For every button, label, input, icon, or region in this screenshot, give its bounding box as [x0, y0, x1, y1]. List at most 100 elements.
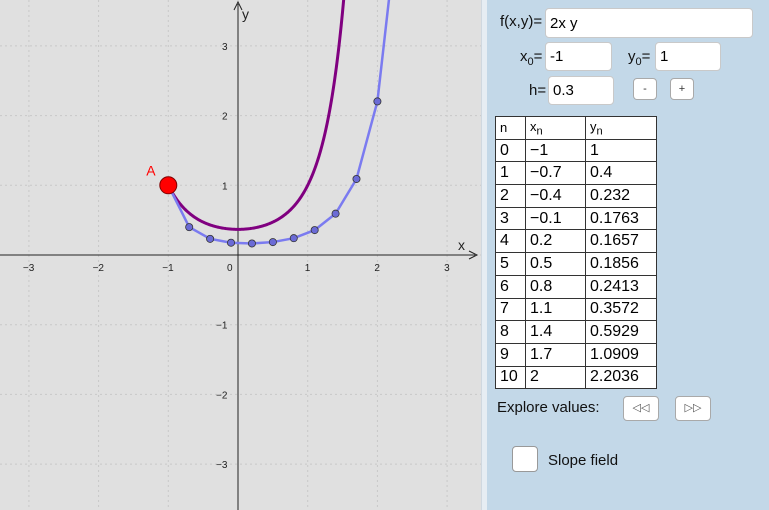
euler-point — [310, 226, 319, 235]
y-tick-label: −2 — [216, 390, 228, 401]
y-tick-label: −3 — [216, 460, 228, 471]
cell-n: 9 — [495, 342, 526, 367]
cell-x: −0.1 — [525, 206, 586, 231]
h-label: h= — [529, 82, 547, 99]
x-axis-label: x — [458, 237, 465, 253]
f-input[interactable] — [545, 8, 753, 38]
table-row: 3 −0.1 0.1763 — [495, 206, 657, 231]
cell-x: 1.7 — [525, 342, 586, 367]
euler-point — [227, 238, 236, 247]
rewind-icon: ◁◁ — [632, 402, 650, 414]
y-tick-label: −1 — [216, 321, 228, 332]
cell-n: 0 — [495, 138, 526, 163]
forward-button[interactable]: ▷▷ — [675, 396, 711, 421]
cell-x: 1.1 — [525, 297, 586, 322]
graph-view[interactable]: −3 −2 −1 0 1 2 3 1 2 3 −1 −2 −3 x y A — [0, 0, 481, 510]
euler-point — [206, 234, 215, 243]
euler-point — [289, 234, 298, 243]
h-input[interactable] — [548, 76, 614, 105]
table-header-row: n xn yn — [495, 116, 657, 140]
cell-y: 0.1856 — [585, 252, 657, 276]
initial-point-a[interactable] — [159, 176, 178, 195]
x-tick-label: −1 — [162, 263, 174, 274]
slope-field-checkbox[interactable] — [512, 446, 538, 472]
cell-n: 7 — [495, 297, 526, 322]
cell-x: 2 — [525, 365, 586, 390]
cell-x: 0.2 — [525, 229, 586, 254]
cell-x: 0.8 — [525, 274, 586, 299]
panel-divider[interactable] — [481, 0, 488, 510]
x0-input[interactable] — [545, 42, 612, 71]
cell-y: 2.2036 — [585, 365, 657, 390]
x-tick-label: −2 — [93, 263, 105, 274]
cell-x: −1 — [525, 138, 586, 163]
euler-point — [247, 239, 256, 248]
y-axis-label: y — [242, 6, 249, 22]
header-n: n — [495, 116, 526, 140]
cell-y: 0.5929 — [585, 320, 657, 344]
table-row: 0 −1 1 — [495, 138, 657, 163]
table-row: 10 2 2.2036 — [495, 365, 657, 390]
y0-label: y0= — [628, 48, 651, 68]
x-tick-label: 3 — [444, 263, 450, 274]
cell-y: 0.4 — [585, 161, 657, 186]
y-tick-label: 3 — [222, 42, 228, 53]
cell-x: −0.4 — [525, 184, 586, 208]
table-row: 2 −0.4 0.232 — [495, 184, 657, 208]
cell-y: 0.2413 — [585, 274, 657, 299]
euler-point — [185, 223, 194, 232]
cell-n: 2 — [495, 184, 526, 208]
table-row: 4 0.2 0.1657 — [495, 229, 657, 254]
x0-label: x0= — [520, 48, 543, 68]
cell-n: 4 — [495, 229, 526, 254]
euler-polyline — [167, 0, 391, 245]
euler-point — [373, 97, 382, 106]
cell-y: 0.3572 — [585, 297, 657, 322]
x-tick-label: 0 — [227, 263, 233, 274]
cell-n: 3 — [495, 206, 526, 231]
x-axis-arrow — [468, 250, 479, 260]
cell-y: 0.1763 — [585, 206, 657, 231]
header-y: yn — [585, 116, 657, 140]
increase-step-button[interactable]: + — [670, 78, 694, 100]
x-tick-label: −3 — [23, 263, 35, 274]
table-row: 5 0.5 0.1856 — [495, 252, 657, 276]
plot-canvas[interactable]: −3 −2 −1 0 1 2 3 1 2 3 −1 −2 −3 x y A — [0, 0, 481, 510]
y-axis-arrow — [233, 0, 243, 11]
cell-n: 8 — [495, 320, 526, 344]
table-row: 7 1.1 0.3572 — [495, 297, 657, 322]
x-tick-label: 2 — [374, 263, 380, 274]
cell-n: 1 — [495, 161, 526, 186]
y-tick-label: 1 — [222, 181, 228, 192]
exact-solution-curve — [166, 0, 346, 231]
rewind-button[interactable]: ◁◁ — [623, 396, 659, 421]
x-tick-label: 1 — [305, 263, 311, 274]
cell-y: 1 — [585, 138, 657, 163]
cell-x: 1.4 — [525, 320, 586, 344]
header-x: xn — [525, 116, 586, 140]
euler-point — [331, 209, 340, 218]
decrease-step-button[interactable]: - — [633, 78, 657, 100]
euler-table: n xn yn 0 −1 1 1 −0.7 0.4 2 −0.4 0.232 3 −0.1 0.176… — [495, 116, 657, 390]
cell-x: −0.7 — [525, 161, 586, 186]
table-row: 8 1.4 0.5929 — [495, 320, 657, 344]
table-row: 6 0.8 0.2413 — [495, 274, 657, 299]
table-row: 9 1.7 1.0909 — [495, 342, 657, 367]
y-tick-label: 2 — [222, 112, 228, 123]
point-a-label: A — [146, 162, 156, 178]
cell-y: 0.1657 — [585, 229, 657, 254]
cell-x: 0.5 — [525, 252, 586, 276]
cell-n: 10 — [495, 365, 526, 390]
cell-n: 6 — [495, 274, 526, 299]
y0-input[interactable] — [655, 42, 721, 71]
euler-point — [268, 238, 277, 247]
cell-n: 5 — [495, 252, 526, 276]
explore-label: Explore values: — [497, 399, 600, 416]
slope-field-label: Slope field — [548, 452, 619, 469]
cell-y: 0.232 — [585, 184, 657, 208]
f-label: f(x,y)= — [500, 13, 543, 30]
table-row: 1 −0.7 0.4 — [495, 161, 657, 186]
cell-y: 1.0909 — [585, 342, 657, 367]
forward-icon: ▷▷ — [684, 402, 702, 414]
euler-point — [352, 174, 361, 183]
